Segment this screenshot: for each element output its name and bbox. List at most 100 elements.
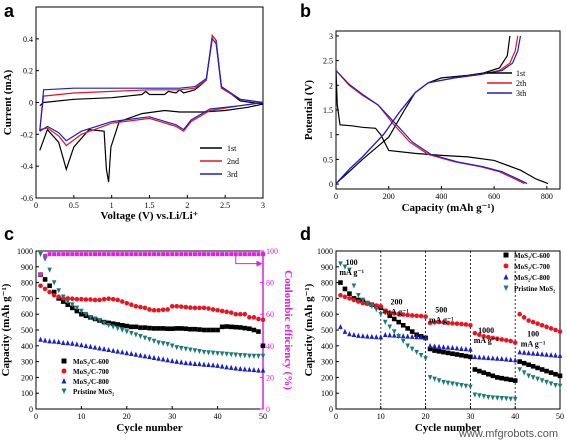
point-Coulombic efficiency (188, 252, 193, 257)
point-Pristine MoS₂ (454, 382, 460, 388)
point-Pristine MoS₂ (338, 261, 343, 267)
point-MoS₂/C-600 (169, 326, 175, 332)
point-MoS₂/C-800 (468, 346, 473, 352)
x-tick-label: 800 (541, 192, 553, 201)
point-MoS₂/C-600 (197, 327, 202, 332)
point-Pristine MoS₂ (256, 353, 261, 359)
point-Pristine MoS₂ (418, 352, 424, 359)
point-MoS₂/C-800 (436, 343, 442, 349)
point-Coulombic efficiency (238, 252, 243, 257)
point-MoS₂/C-700 (238, 311, 243, 317)
legend-label-Pristine MoS₂: Pristine MoS₂ (514, 285, 555, 293)
point-MoS₂/C-800 (441, 344, 446, 350)
point-Pristine MoS₂ (436, 378, 442, 384)
point-Pristine MoS₂ (400, 338, 406, 344)
point-MoS₂/C-600 (133, 324, 139, 330)
point-Pristine MoS₂ (160, 341, 166, 347)
rate-annotation-value: 100 (527, 329, 539, 338)
point-Pristine MoS₂ (432, 376, 437, 382)
point-Pristine MoS₂ (228, 352, 234, 358)
point-MoS₂/C-700 (70, 296, 75, 302)
point-MoS₂/C-800 (459, 345, 464, 351)
point-MoS₂/C-800 (247, 366, 252, 372)
point-Coulombic efficiency (197, 252, 202, 257)
point-Pristine MoS₂ (65, 299, 71, 305)
point-Pristine MoS₂ (106, 322, 111, 329)
point-MoS₂/C-700 (445, 320, 451, 326)
y2-tick-label: 20 (266, 373, 274, 382)
y-tick-label: 300 (21, 358, 33, 367)
point-MoS₂/C-700 (463, 322, 469, 327)
point-Pristine MoS₂ (396, 334, 402, 340)
legend-marker-MoS₂/C-600 (61, 358, 67, 364)
point-MoS₂/C-800 (256, 367, 261, 373)
gcd-curve-2th-0 (335, 70, 525, 185)
point-MoS₂/C-800 (530, 350, 536, 356)
point-Pristine MoS₂ (486, 394, 491, 400)
point-MoS₂/C-600 (508, 377, 514, 383)
point-MoS₂/C-800 (342, 328, 348, 334)
point-Pristine MoS₂ (251, 353, 257, 359)
x-tick-label: 2.5 (220, 201, 230, 210)
x-tick-label: 0 (34, 412, 38, 421)
point-Pristine MoS₂ (365, 300, 370, 306)
point-MoS₂/C-700 (83, 297, 89, 302)
y-tick-label: 800 (321, 279, 333, 288)
point-MoS₂/C-800 (409, 333, 415, 339)
point-MoS₂/C-800 (219, 363, 225, 369)
y2-tick-label: 60 (266, 310, 274, 319)
point-MoS₂/C-800 (508, 356, 514, 363)
point-Pristine MoS₂ (553, 383, 558, 389)
point-MoS₂/C-600 (188, 326, 193, 332)
legend-label-3th: 3th (516, 89, 526, 98)
point-MoS₂/C-600 (106, 320, 111, 326)
point-Pristine MoS₂ (472, 392, 478, 398)
point-Coulombic efficiency (120, 252, 125, 257)
point-MoS₂/C-700 (210, 307, 216, 312)
point-MoS₂/C-700 (351, 297, 357, 303)
point-MoS₂/C-800 (445, 344, 451, 350)
point-MoS₂/C-600 (42, 277, 48, 282)
point-Pristine MoS₂ (47, 267, 52, 273)
point-MoS₂/C-600 (342, 286, 348, 292)
point-MoS₂/C-800 (51, 338, 57, 344)
y-axis-label: Capacity (mAh g⁻¹) (0, 283, 12, 376)
point-MoS₂/C-800 (347, 331, 352, 337)
point-MoS₂/C-700 (115, 297, 121, 303)
point-Coulombic efficiency (52, 252, 57, 257)
point-Pristine MoS₂ (219, 351, 225, 357)
point-MoS₂/C-700 (512, 340, 518, 345)
x-tick-label: 0.5 (69, 201, 79, 210)
point-Pristine MoS₂ (247, 353, 252, 359)
rate-annotation-unit: mA g⁻¹ (474, 336, 499, 345)
point-MoS₂/C-800 (365, 333, 370, 339)
y-tick-label: 0 (329, 180, 333, 189)
point-MoS₂/C-800 (206, 361, 211, 368)
x-tick-label: 3 (261, 201, 265, 210)
point-MoS₂/C-800 (142, 353, 148, 359)
point-Pristine MoS₂ (115, 326, 121, 332)
legend-label-MoS₂/C-600: MoS₂/C-600 (514, 252, 550, 260)
chart-b: 0 200 400 600 800 0 0.5 1 1.5 2 2.5 3 Capacity (mAh … (303, 30, 561, 214)
x-tick-label: 30 (466, 412, 474, 421)
point-MoS₂/C-600 (251, 327, 257, 333)
point-Coulombic efficiency (115, 252, 120, 257)
point-Pristine MoS₂ (409, 346, 415, 352)
point-MoS₂/C-700 (206, 306, 211, 311)
point-Pristine MoS₂ (360, 297, 366, 303)
point-Pristine MoS₂ (544, 379, 549, 385)
point-MoS₂/C-800 (183, 360, 189, 366)
y-tick-label: 600 (321, 310, 333, 319)
point-Coulombic efficiency (142, 252, 147, 257)
point-MoS₂/C-800 (160, 356, 166, 362)
point-MoS₂/C-700 (499, 337, 505, 342)
y-tick-label: -0.4 (20, 162, 33, 171)
point-MoS₂/C-700 (247, 315, 252, 320)
point-Pristine MoS₂ (521, 370, 527, 376)
point-MoS₂/C-800 (169, 358, 175, 364)
point-Coulombic efficiency (133, 252, 138, 257)
point-MoS₂/C-700 (197, 305, 202, 311)
point-MoS₂/C-600 (206, 327, 211, 333)
point-Coulombic efficiency (147, 252, 152, 257)
point-MoS₂/C-800 (97, 345, 102, 351)
